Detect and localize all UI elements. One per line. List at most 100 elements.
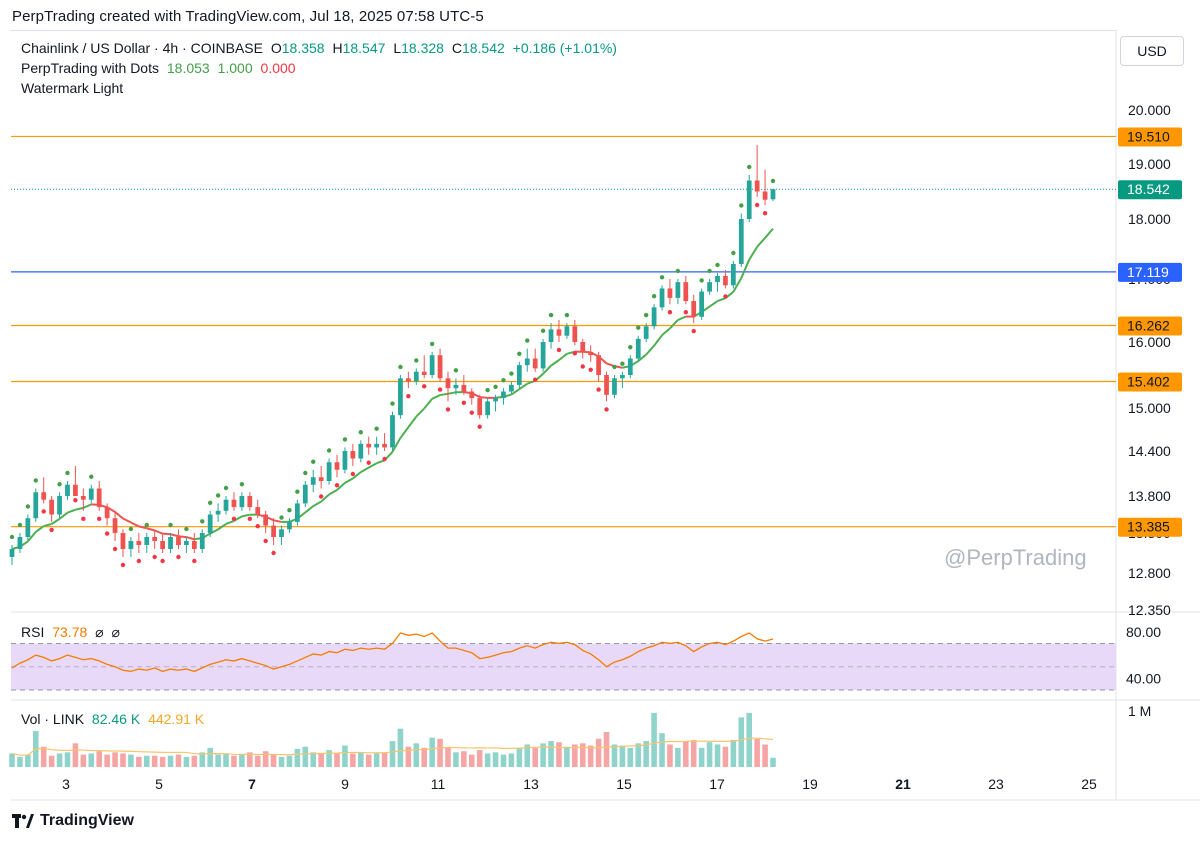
candle-body bbox=[675, 282, 681, 298]
sell-dot bbox=[104, 531, 110, 536]
watermark-indicator-name[interactable]: Watermark Light bbox=[21, 80, 124, 96]
volume-bar bbox=[175, 754, 182, 767]
candle-body bbox=[754, 180, 760, 192]
candle-body bbox=[738, 219, 744, 264]
symbol-name[interactable]: Chainlink / US Dollar · 4h · COINBASE bbox=[21, 40, 263, 56]
ema-segment bbox=[328, 489, 338, 496]
price-tick-label: 18.000 bbox=[1128, 211, 1171, 227]
volume-bar bbox=[215, 754, 221, 767]
candle-body bbox=[730, 264, 736, 286]
price-axis: 20.00019.00018.00017.00016.00015.00014.4… bbox=[1126, 102, 1171, 719]
sell-dot bbox=[318, 494, 324, 499]
volume-bar bbox=[548, 741, 554, 767]
volume-bar bbox=[151, 755, 158, 767]
sell-dot bbox=[572, 351, 578, 356]
candle-body bbox=[318, 477, 324, 481]
sell-dot bbox=[192, 558, 197, 564]
volume-bar bbox=[690, 739, 697, 767]
volume-bar bbox=[294, 748, 301, 767]
sell-dot bbox=[231, 516, 237, 521]
volume-bar bbox=[429, 737, 435, 767]
candle-body bbox=[112, 518, 118, 533]
sell-dot bbox=[461, 400, 467, 405]
tradingview-logo[interactable]: TradingView bbox=[12, 812, 134, 830]
volume-bar bbox=[667, 744, 673, 767]
buy-dot bbox=[659, 275, 665, 280]
sell-dot bbox=[667, 310, 673, 315]
buy-dot bbox=[358, 430, 363, 435]
candle-body bbox=[509, 384, 514, 392]
ema-segment bbox=[75, 506, 84, 511]
candle-body bbox=[326, 462, 332, 481]
ema-segment bbox=[27, 531, 37, 543]
last-price-tag-label: 18.542 bbox=[1127, 181, 1170, 197]
sell-dot bbox=[723, 294, 728, 299]
currency-button[interactable]: USD bbox=[1120, 36, 1184, 66]
indicator-name[interactable]: PerpTrading with Dots bbox=[21, 60, 159, 76]
ema-segment bbox=[114, 511, 124, 520]
candle-body bbox=[374, 443, 380, 448]
volume-bar bbox=[453, 752, 459, 767]
buy-dot bbox=[287, 508, 292, 513]
candle-body bbox=[548, 329, 554, 342]
volume-bar bbox=[17, 756, 23, 767]
volume-bar bbox=[587, 745, 594, 767]
candle-body bbox=[73, 484, 78, 496]
horizontal-levels bbox=[11, 135, 1116, 528]
ema-segment bbox=[415, 407, 425, 418]
rsi-tick-label: 80.00 bbox=[1126, 624, 1161, 640]
candle-body bbox=[445, 378, 451, 389]
candle-body bbox=[33, 492, 39, 519]
sell-dot bbox=[81, 516, 86, 521]
buy-dot bbox=[628, 345, 633, 350]
ema-segment bbox=[423, 398, 433, 410]
volume-bar bbox=[445, 747, 451, 767]
price-tick-label: 20.000 bbox=[1128, 102, 1171, 118]
volume-ma-line bbox=[11, 737, 774, 756]
level-tag-2-label: 16.262 bbox=[1127, 317, 1170, 333]
sell-dot bbox=[604, 407, 609, 412]
volume-bar bbox=[40, 746, 47, 767]
rsi-pane bbox=[11, 632, 1116, 691]
time-tick-label: 11 bbox=[431, 776, 446, 792]
volume-bar bbox=[746, 712, 752, 767]
sell-dot bbox=[596, 387, 601, 392]
volume-bar bbox=[286, 755, 293, 767]
buy-dot bbox=[9, 534, 15, 540]
watermark-legend[interactable]: Watermark Light bbox=[21, 80, 127, 96]
rsi-line bbox=[11, 632, 774, 673]
sell-dot bbox=[120, 562, 126, 568]
volume-bar bbox=[627, 747, 634, 767]
candle-body bbox=[659, 288, 665, 308]
volume-bar bbox=[88, 753, 95, 767]
sell-dot bbox=[255, 524, 260, 529]
volume-bar bbox=[191, 755, 198, 767]
volume-legend[interactable]: Vol · LINK 82.46 K 442.91 K bbox=[21, 711, 208, 727]
ema-segment bbox=[352, 471, 362, 480]
candle-body bbox=[707, 282, 712, 292]
candle-body bbox=[382, 443, 387, 448]
volume-bar bbox=[143, 755, 150, 767]
volume-bar bbox=[556, 742, 562, 767]
volume-bar bbox=[619, 745, 626, 767]
rsi-tick-label: 40.00 bbox=[1126, 670, 1161, 686]
volume-bar bbox=[207, 747, 213, 767]
level-tag-4-bg bbox=[1118, 517, 1182, 537]
volume-bar bbox=[532, 747, 538, 767]
sell-dot bbox=[382, 456, 387, 462]
indicator-legend[interactable]: PerpTrading with Dots 18.053 1.000 0.000 bbox=[21, 60, 300, 76]
volume-bar bbox=[572, 744, 578, 767]
candle-body bbox=[88, 488, 94, 500]
buy-dot bbox=[33, 478, 38, 483]
sell-dot bbox=[350, 471, 356, 477]
volume-bar bbox=[579, 743, 586, 767]
candle-body bbox=[564, 326, 570, 336]
rsi-legend[interactable]: RSI 73.78 ⌀ ⌀ bbox=[21, 624, 124, 641]
level-tag-3-bg bbox=[1118, 372, 1182, 392]
volume-bar bbox=[96, 751, 102, 767]
close-value: 18.542 bbox=[461, 40, 505, 56]
buy-dot bbox=[311, 459, 316, 464]
volume-bar bbox=[516, 747, 523, 767]
level-tag-4-label: 13.385 bbox=[1127, 519, 1170, 535]
